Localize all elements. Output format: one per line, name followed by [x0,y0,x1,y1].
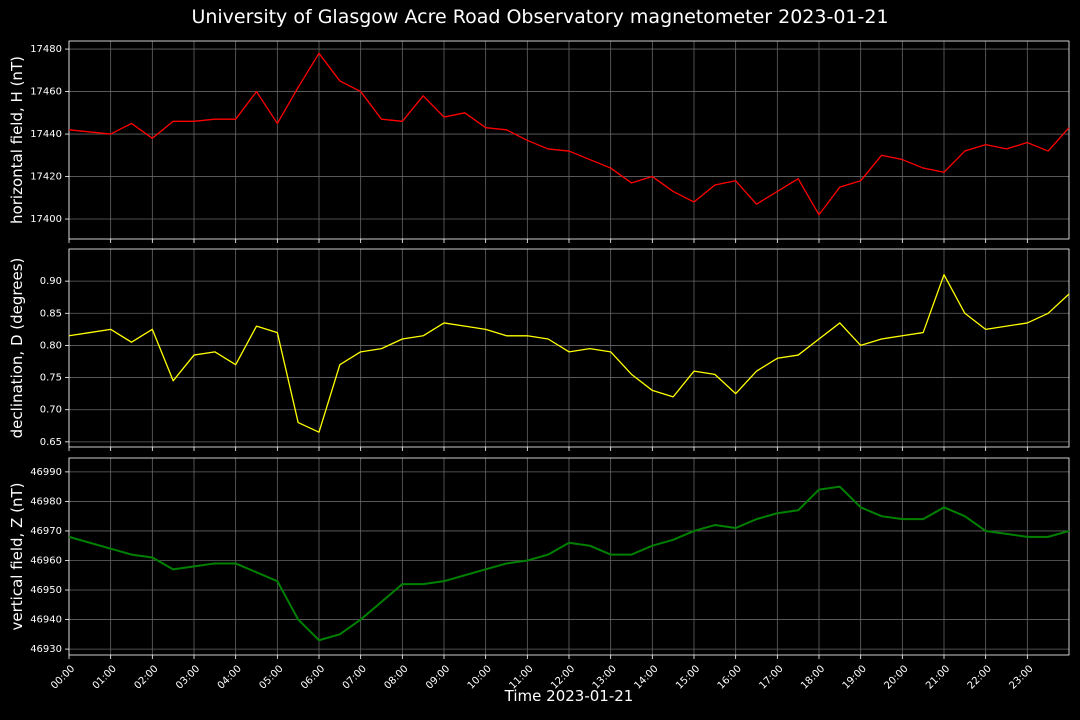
y-tick-label: 17440 [30,129,62,140]
y-tick-label: 0.80 [40,340,62,351]
y-tick-label: 17480 [30,44,62,55]
y-tick-label: 46950 [30,585,62,596]
y-tick-label: 46960 [30,555,62,566]
y-tick-label: 17420 [30,172,62,183]
y-axis-label: vertical field, Z (nT) [8,482,26,630]
data-line [68,52,1070,216]
y-axis-label: horizontal field, H (nT) [8,56,26,224]
x-axis-label: Time 2023-01-21 [504,687,634,705]
y-tick-label: 0.90 [40,276,62,287]
y-tick-label: 0.70 [40,405,62,416]
data-line [68,485,1070,642]
plot-frame [68,40,1070,240]
y-tick-label: 0.85 [40,308,62,319]
y-tick-label: 0.75 [40,373,62,384]
plot-frame [68,248,1070,448]
y-tick-label: 46970 [30,526,62,537]
figure-title: University of Glasgow Acre Road Observat… [191,6,888,28]
data-line [68,274,1070,433]
plot-frame [68,457,1070,656]
y-tick-label: 46990 [30,467,62,478]
y-tick-label: 46940 [30,615,62,626]
y-tick-label: 17460 [30,87,62,98]
y-tick-label: 17400 [30,214,62,225]
y-tick-label: 46980 [30,496,62,507]
y-axis-label: declination, D (degrees) [8,258,26,439]
y-tick-label: 46930 [30,644,62,655]
y-tick-label: 0.65 [40,437,62,448]
